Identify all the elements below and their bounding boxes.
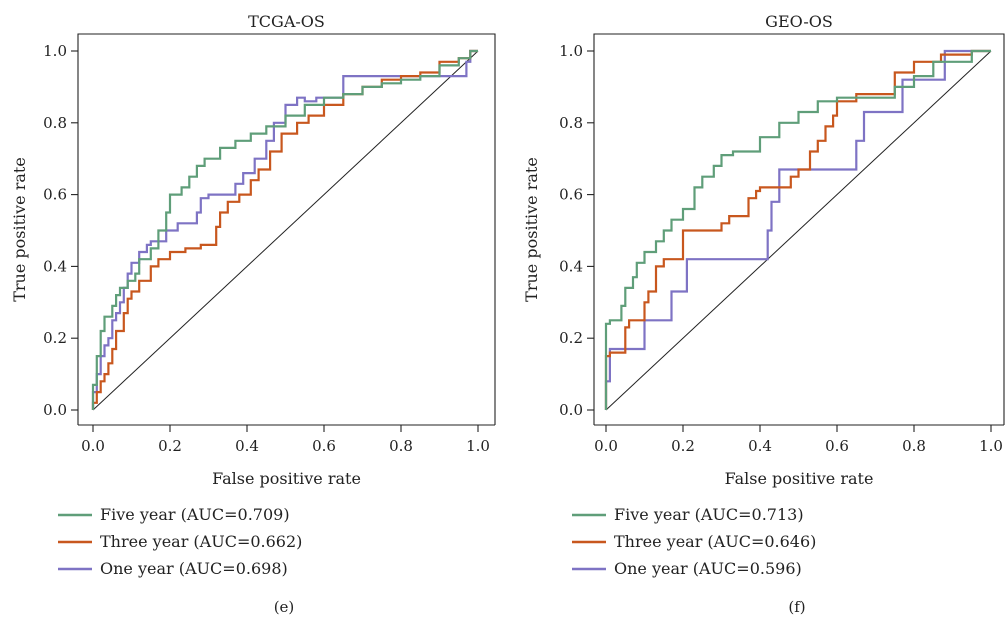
x-tick-label: 0.6 [312, 437, 336, 455]
plot-frame [77, 33, 496, 425]
y-tick-label: 1.0 [559, 42, 583, 60]
y-tick-label: 0.2 [559, 329, 583, 347]
roc-curve-five-year [91, 49, 478, 410]
y-axis-label: True positive rate [522, 157, 541, 302]
y-tick-label: 0.2 [43, 329, 67, 347]
x-tick-label: 0.4 [235, 437, 259, 455]
x-tick-label: 0.0 [594, 437, 618, 455]
panel-caption: (e) [274, 598, 295, 616]
y-tick-label: 0.4 [559, 257, 583, 275]
legend-entry: One year (AUC=0.596) [614, 559, 802, 578]
chart-title: GEO-OS [765, 12, 833, 31]
legend-entry: Five year (AUC=0.709) [100, 505, 290, 524]
y-tick-label: 0.4 [43, 257, 67, 275]
x-tick-label: 0.0 [81, 437, 105, 455]
y-tick-label: 0.8 [559, 114, 583, 132]
roc-panel-tcga: TCGA-OS 0.0 0.2 0.4 0.6 0.8 1.0 0.0 0.2 0.4 0.6 0.8… [10, 12, 496, 616]
legend-entry: One year (AUC=0.698) [100, 559, 288, 578]
roc-curve-one-year [91, 49, 478, 410]
reference-diagonal [605, 50, 992, 411]
x-tick-label: 0.4 [748, 437, 772, 455]
x-tick-label: 0.8 [902, 437, 926, 455]
panel-caption: (f) [788, 598, 805, 616]
roc-curve-one-year [604, 49, 991, 410]
legend-entry: Three year (AUC=0.646) [614, 532, 816, 551]
x-tick-label: 0.2 [158, 437, 182, 455]
legend-entry: Five year (AUC=0.713) [614, 505, 804, 524]
plot-frame [593, 33, 1005, 425]
roc-curve-five-year [604, 49, 991, 410]
y-tick-label: 0.0 [43, 401, 67, 419]
y-tick-label: 0.6 [559, 186, 583, 204]
roc-panel-geo: GEO-OS 0.0 0.2 0.4 0.6 0.8 1.0 0.0 0.2 0.4 0.6 0.8 1… [522, 12, 1005, 616]
roc-curve-three-year [604, 49, 991, 410]
x-tick-label: 0.8 [389, 437, 413, 455]
x-tick-label: 0.2 [671, 437, 695, 455]
y-tick-label: 0.0 [559, 401, 583, 419]
y-tick-label: 0.6 [43, 186, 67, 204]
y-axis-label: True positive rate [10, 157, 29, 302]
x-tick-label: 1.0 [979, 437, 1003, 455]
legend-entry: Three year (AUC=0.662) [100, 532, 302, 551]
x-tick-label: 1.0 [466, 437, 490, 455]
reference-diagonal [92, 50, 479, 411]
x-axis-label: False positive rate [212, 469, 361, 488]
x-axis-label: False positive rate [725, 469, 874, 488]
chart-title: TCGA-OS [248, 12, 325, 31]
y-tick-label: 0.8 [43, 114, 67, 132]
y-tick-label: 1.0 [43, 42, 67, 60]
x-tick-label: 0.6 [825, 437, 849, 455]
